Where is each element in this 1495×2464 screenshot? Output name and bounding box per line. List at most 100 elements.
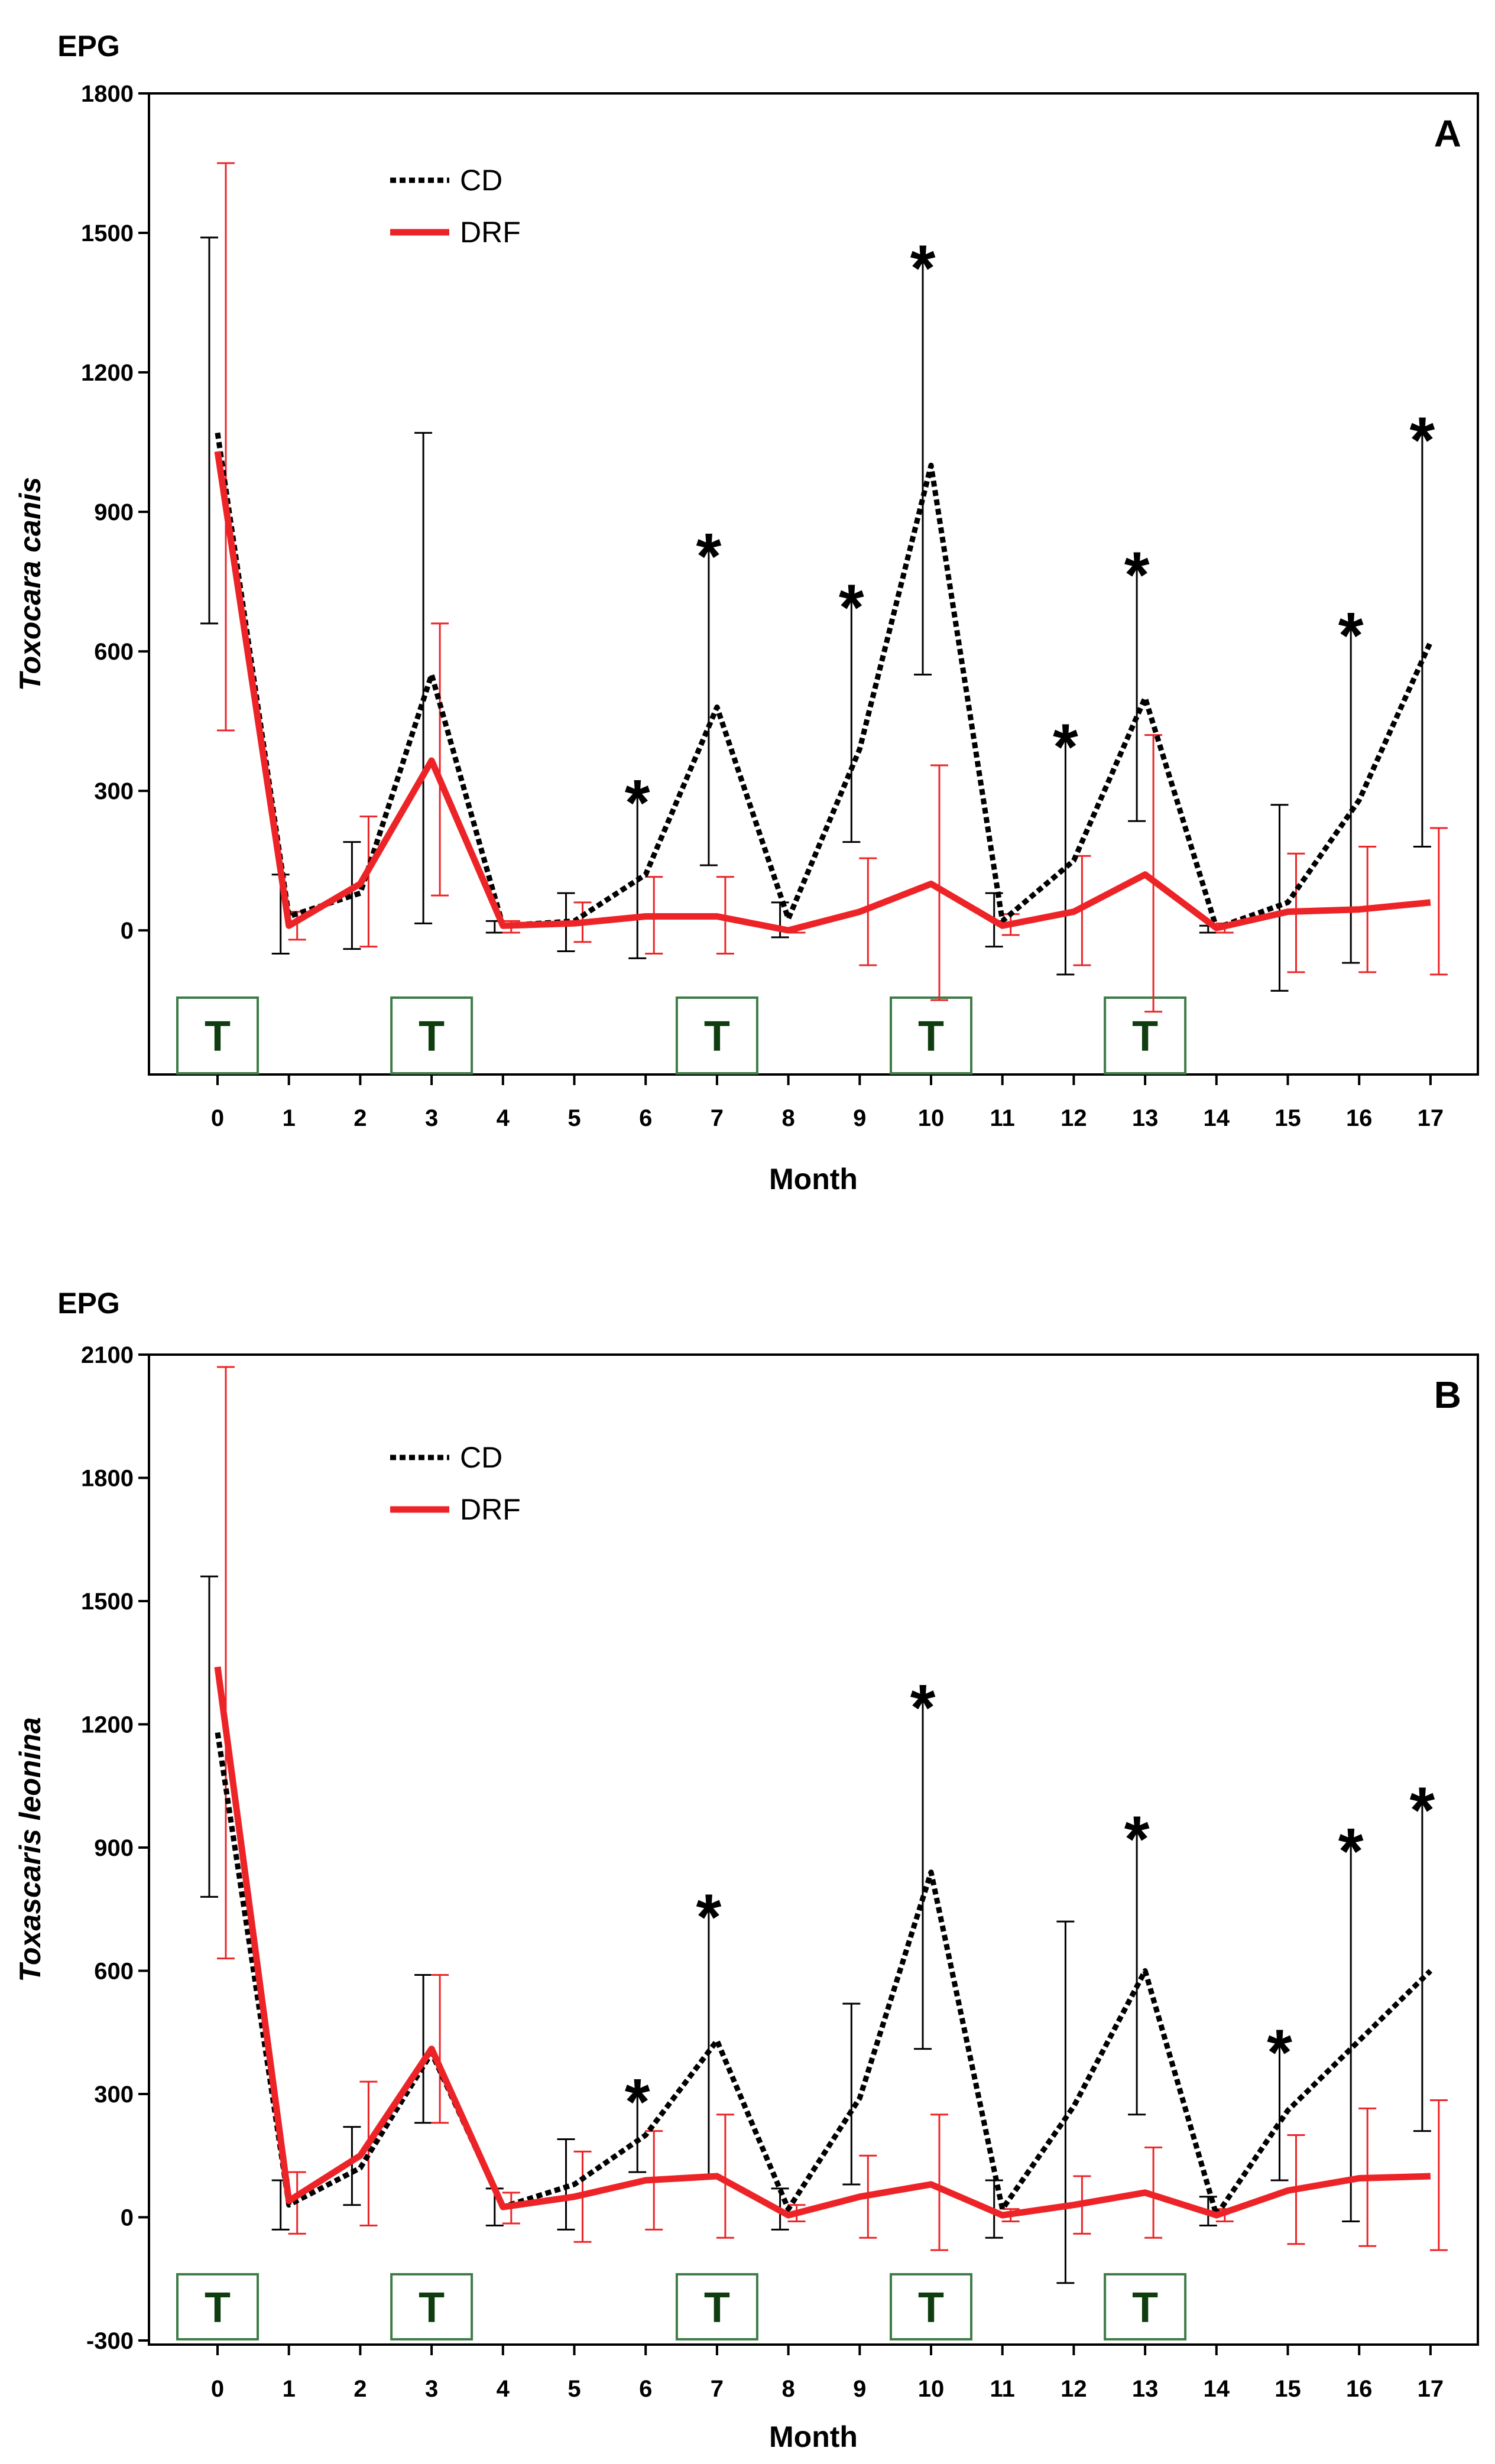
x-tick-label-a: 9: [853, 1105, 866, 1131]
x-tick-label-b: 6: [639, 2376, 652, 2402]
y-tick-label-b: -300: [86, 2328, 134, 2354]
treatment-label-b: T: [704, 2284, 730, 2332]
x-tick-label-a: 8: [781, 1105, 794, 1131]
x-tick-label-a: 1: [283, 1105, 296, 1131]
error-bar-drf-a: [1429, 827, 1448, 976]
y-tick-label-b: 1200: [81, 1712, 134, 1738]
x-axis-title-a: Month: [769, 1163, 858, 1196]
x-tick-label-a: 5: [567, 1105, 581, 1131]
significance-star-b: *: [625, 2066, 650, 2138]
significance-star-a: *: [839, 572, 864, 644]
x-tick-label-b: 0: [211, 2376, 224, 2402]
error-bar-cd-a: [1128, 562, 1146, 822]
treatment-box-b: [675, 2273, 758, 2340]
x-tick-label-a: 7: [711, 1105, 724, 1131]
treatment-box-a: [176, 996, 259, 1074]
treatment-label-a: T: [918, 1013, 944, 1060]
series-line-drf-b: [214, 1666, 1431, 2219]
y-tick-label-a: 600: [94, 639, 134, 665]
significance-star-a: *: [1409, 404, 1435, 476]
significance-star-b: *: [1409, 1774, 1435, 1847]
error-bar-drf-a: [359, 815, 378, 948]
series-line-cd-a: [215, 432, 1434, 931]
series-line-cd-b: [215, 1732, 1433, 2218]
significance-star-a: *: [1053, 711, 1078, 784]
error-bar-cd-a: [1342, 622, 1360, 964]
treatment-box-b: [890, 2273, 972, 2340]
treatment-box-b: [1104, 2273, 1187, 2340]
error-bar-cd-a: [1270, 804, 1289, 992]
significance-star-b: *: [1124, 1803, 1150, 1875]
y-tick-label-b: 300: [94, 2082, 134, 2108]
panel-label-a: A: [1434, 112, 1461, 155]
y-tick-label-b: 600: [94, 1959, 134, 1985]
x-tick-label-b: 8: [781, 2376, 794, 2402]
error-bar-drf-b: [431, 1973, 449, 2124]
legend-item-drf-b: DRF: [390, 1493, 521, 1526]
error-bar-cd-b: [1056, 1920, 1075, 2284]
x-tick-label-b: 10: [918, 2376, 945, 2402]
x-tick-label-b: 17: [1418, 2376, 1444, 2402]
legend-item-cd-b: CD: [390, 1441, 502, 1474]
error-bar-cd-a: [1056, 734, 1075, 976]
x-tick-label-b: 11: [990, 2376, 1015, 2402]
y-tick-label-b: 0: [121, 2205, 134, 2231]
x-tick-label-a: 16: [1346, 1105, 1373, 1131]
x-tick-label-a: 14: [1204, 1105, 1230, 1131]
x-tick-label-b: 7: [711, 2376, 724, 2402]
error-bar-drf-a: [431, 622, 449, 897]
y-tick-label-b: 1800: [81, 1466, 134, 1492]
error-bar-cd-b: [343, 2126, 361, 2206]
error-bar-cd-a: [842, 595, 861, 843]
significance-star-b: *: [1338, 1815, 1364, 1888]
x-tick-label-a: 2: [354, 1105, 367, 1131]
x-tick-label-a: 10: [918, 1105, 945, 1131]
treatment-box-b: [176, 2273, 259, 2340]
plot-frame-a: [148, 92, 1479, 1076]
y-tick-label-a: 1500: [81, 220, 134, 246]
treatment-label-a: T: [1132, 1013, 1158, 1060]
treatment-box-a: [675, 996, 758, 1074]
legend-item-drf-a: DRF: [390, 216, 521, 249]
x-tick-label-b: 14: [1204, 2376, 1230, 2402]
y-tick-label-a: 300: [94, 778, 134, 804]
error-bar-cd-b: [1342, 1838, 1360, 2222]
significance-star-b: *: [910, 1671, 936, 1744]
x-tick-label-a: 11: [990, 1105, 1015, 1131]
y-tick-label-a: 1200: [81, 360, 134, 386]
x-tick-label-b: 1: [283, 2376, 296, 2402]
x-tick-label-b: 13: [1132, 2376, 1159, 2402]
x-tick-label-a: 6: [639, 1105, 652, 1131]
error-bar-cd-b: [628, 2089, 647, 2173]
y-tick-label-b: 1500: [81, 1589, 134, 1615]
legend-label: CD: [460, 164, 502, 197]
treatment-label-b: T: [918, 2284, 944, 2332]
error-bar-cd-a: [628, 790, 647, 959]
legend-label: DRF: [460, 1493, 521, 1526]
treatment-box-b: [390, 2273, 474, 2340]
legend-label: CD: [460, 1441, 502, 1474]
error-bar-cd-b: [1413, 1797, 1431, 2132]
error-bar-cd-a: [699, 543, 718, 866]
series-line-drf-a: [214, 450, 1431, 934]
treatment-label-b: T: [419, 2284, 445, 2332]
x-tick-label-a: 0: [211, 1105, 224, 1131]
significance-star-b: *: [1267, 2017, 1292, 2089]
error-bar-drf-a: [930, 764, 948, 1001]
error-bar-cd-a: [414, 431, 433, 924]
error-bar-cd-a: [343, 841, 361, 950]
error-bar-cd-b: [414, 1973, 433, 2124]
y-tick-label-a: 1800: [81, 81, 134, 107]
plot-frame-b: [148, 1353, 1479, 2346]
y-tick-label-b: 2100: [81, 1342, 134, 1368]
error-bar-cd-b: [914, 1694, 932, 2050]
error-bar-cd-b: [200, 1575, 218, 1898]
x-tick-label-a: 4: [497, 1105, 510, 1131]
y-axis-title-b: Toxascaris leonina: [14, 1717, 47, 1982]
x-tick-label-a: 13: [1132, 1105, 1159, 1131]
error-bar-drf-b: [359, 2080, 378, 2226]
legend-label: DRF: [460, 216, 521, 249]
